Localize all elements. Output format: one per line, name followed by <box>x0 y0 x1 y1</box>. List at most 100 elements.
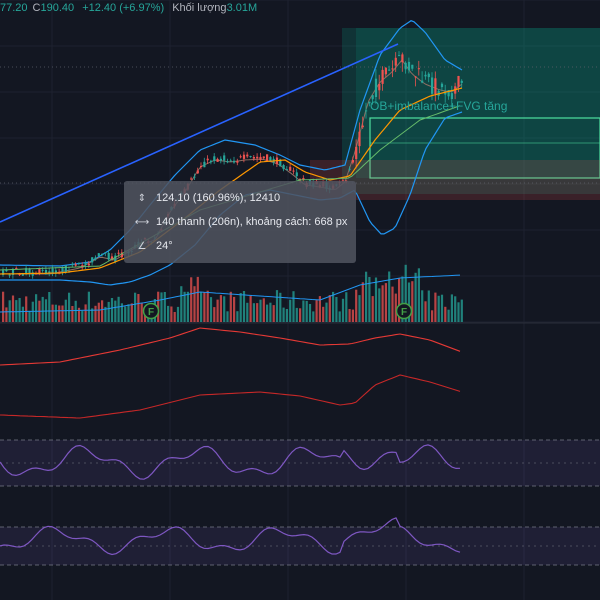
volume-value: 3.01M <box>226 2 258 14</box>
volume-bar <box>219 295 222 322</box>
candle-body <box>279 159 282 167</box>
volume-bar <box>335 297 338 322</box>
volume-bar <box>74 300 77 322</box>
trendline[interactable] <box>0 43 399 223</box>
volume-bar <box>18 298 21 322</box>
price-range-icon: ⇕ <box>137 193 147 204</box>
volume-bar <box>252 303 255 322</box>
candle-body <box>424 74 427 77</box>
candle-body <box>289 166 292 171</box>
bars-range-icon: ⟷ <box>134 217 150 228</box>
candle-body <box>41 269 44 271</box>
candle-body <box>2 270 5 275</box>
volume-bar <box>11 295 15 322</box>
tooltip-bars-row: ⟷ 140 thanh (206n), khoảng cách: 668 px <box>134 214 348 230</box>
volume-bar <box>21 306 24 322</box>
volume-bar <box>388 271 391 322</box>
volume-bars <box>0 264 463 322</box>
volume-bar <box>444 306 447 322</box>
candle-body <box>450 93 453 99</box>
volume-bar <box>398 278 401 322</box>
close-label: C <box>32 2 41 14</box>
volume-bar <box>279 292 282 322</box>
volume-bar <box>28 310 31 322</box>
volume-bar <box>378 288 381 322</box>
candle-body <box>378 84 381 91</box>
tooltip-angle-row: ∠ 24° <box>134 238 173 254</box>
volume-bar <box>15 300 18 322</box>
candle-body <box>190 178 193 180</box>
candle-body <box>28 269 31 274</box>
candle-body <box>341 180 345 182</box>
candle-body <box>31 272 34 276</box>
volume-bar <box>2 291 5 322</box>
candle-body <box>414 76 417 78</box>
demand-zone[interactable] <box>0 28 600 200</box>
candle-body <box>110 256 114 261</box>
volume-bar <box>190 277 193 322</box>
volume-bar <box>348 309 351 322</box>
volume-bar <box>371 296 374 322</box>
candle-body <box>252 157 255 159</box>
angle-icon: ∠ <box>137 241 147 252</box>
candle-body <box>404 62 407 70</box>
volume-bar <box>196 276 199 322</box>
volume-bar <box>134 292 137 322</box>
volume-bar <box>368 277 371 322</box>
candle-body <box>249 156 252 158</box>
volume-bar <box>94 305 97 322</box>
candle-body <box>388 69 391 71</box>
volume-bar <box>213 307 216 322</box>
candle-body <box>94 257 97 260</box>
volume-bar <box>61 305 64 322</box>
osc-pane-2-line <box>0 517 461 556</box>
volume-bar <box>124 306 127 322</box>
signal-marker[interactable]: F <box>142 302 160 320</box>
candle-body <box>15 268 18 269</box>
marker-label: F <box>148 307 154 318</box>
volume-bar <box>292 291 295 322</box>
candle-body <box>91 257 94 263</box>
volume-bar <box>381 285 384 322</box>
candle-body <box>365 110 368 112</box>
volume-bar <box>180 286 183 322</box>
volume-bar <box>209 297 213 322</box>
candle-body <box>48 271 51 274</box>
candle-body <box>285 169 288 171</box>
volume-bar <box>173 312 176 322</box>
volume-bar <box>25 296 28 322</box>
candle-body <box>114 255 117 262</box>
candle-body <box>51 268 54 275</box>
volume-bar <box>318 296 321 322</box>
volume-bar <box>431 310 434 322</box>
candle-body <box>457 76 460 87</box>
candle-body <box>25 268 28 273</box>
change-value: +12.40 (+6.97%) <box>82 2 165 14</box>
candle-body <box>229 160 232 162</box>
volume-bar <box>104 306 107 322</box>
candle-body <box>444 91 447 95</box>
volume-bar <box>35 294 38 322</box>
volume-bar <box>434 292 437 322</box>
candle-body <box>411 64 414 69</box>
volume-bar <box>246 302 249 322</box>
volume-bar <box>68 292 71 322</box>
volume-bar <box>48 292 51 322</box>
bars-text: 140 thanh (206n), khoảng cách: 668 px <box>156 216 348 228</box>
ohlc-legend: 77.20 C190.40 +12.40 (+6.97%) Khối lượng3… <box>0 0 262 16</box>
indicator-line-2 <box>0 374 461 419</box>
candle-body <box>71 264 74 266</box>
volume-bar <box>427 290 430 322</box>
candle-body <box>427 73 430 78</box>
candle-body <box>8 274 11 276</box>
signal-marker[interactable]: F <box>395 302 413 320</box>
volume-bar <box>242 291 246 322</box>
volume-bar <box>351 309 354 322</box>
zone-inner <box>356 28 600 178</box>
candle-body <box>421 80 424 83</box>
volume-bar <box>114 300 117 322</box>
volume-bar <box>325 302 328 322</box>
